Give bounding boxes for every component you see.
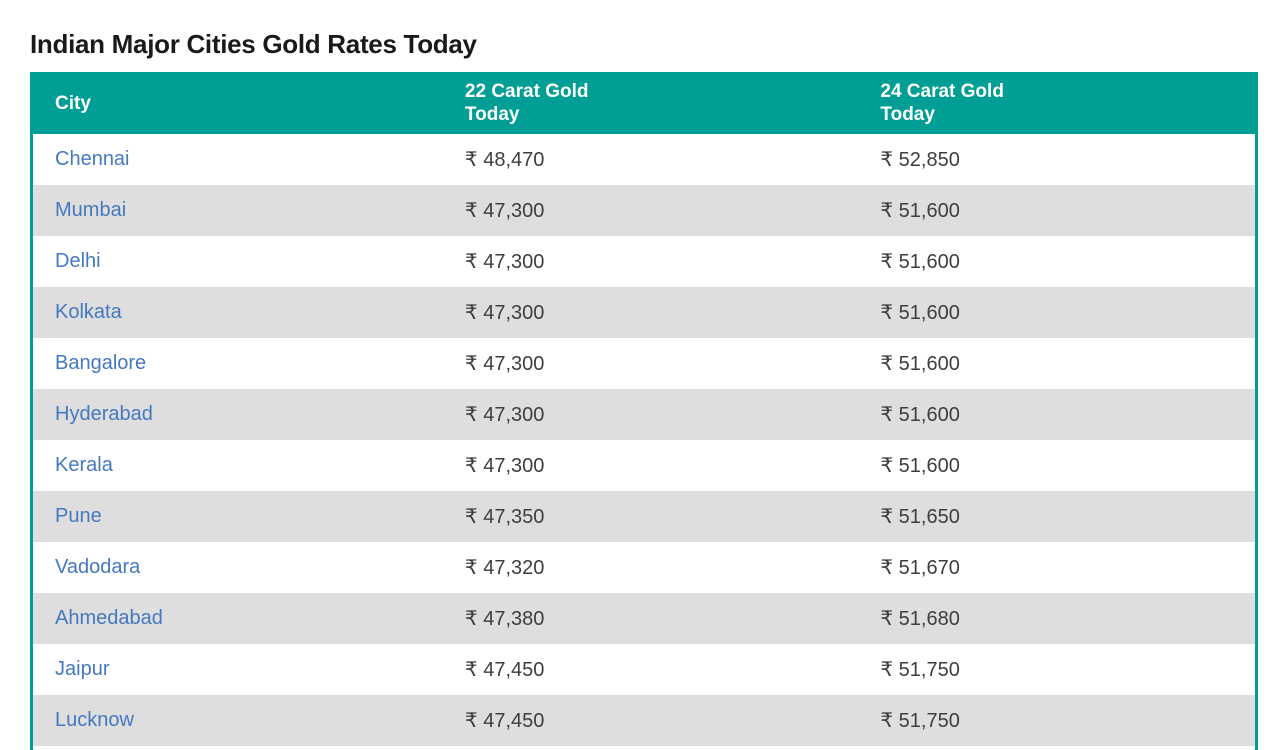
city-link[interactable]: Bangalore: [55, 352, 147, 374]
rate-24-carat: ₹ 51,600: [866, 389, 1255, 440]
city-link[interactable]: Vadodara: [55, 556, 141, 578]
table-row: Bangalore ₹ 47,300 ₹ 51,600: [33, 338, 1255, 389]
table-row: Pune ₹ 47,350 ₹ 51,650: [33, 491, 1255, 542]
city-cell: Vadodara: [33, 542, 451, 593]
table-row: Delhi ₹ 47,300 ₹ 51,600: [33, 236, 1255, 287]
rate-22-carat: ₹ 47,300: [450, 338, 867, 389]
table-row: Jaipur ₹ 47,450 ₹ 51,750: [33, 644, 1255, 695]
table-row: Kerala ₹ 47,300 ₹ 51,600: [33, 440, 1255, 491]
page-title: Indian Major Cities Gold Rates Today: [30, 29, 477, 59]
city-cell: Chennai: [33, 134, 451, 185]
city-link[interactable]: Chennai: [55, 148, 130, 170]
rate-22-carat: ₹ 47,300: [450, 185, 867, 236]
rate-24-carat: ₹ 51,600: [866, 338, 1255, 389]
city-cell: Delhi: [33, 236, 451, 287]
city-link[interactable]: Kerala: [55, 454, 113, 476]
rate-22-carat: ₹ 47,450: [450, 695, 867, 746]
rate-24-carat: ₹ 51,650: [866, 491, 1255, 542]
city-cell: Kolkata: [33, 287, 451, 338]
table-row: Vadodara ₹ 47,320 ₹ 51,670: [33, 542, 1255, 593]
column-header-city-label: City: [55, 92, 91, 114]
rate-24-carat: ₹ 51,600: [866, 440, 1255, 491]
table-row: Ahmedabad ₹ 47,380 ₹ 51,680: [33, 593, 1255, 644]
table-body: Chennai ₹ 48,470 ₹ 52,850 Mumbai ₹ 47,30…: [33, 134, 1255, 750]
city-cell: Jaipur: [33, 644, 451, 695]
rate-22-carat: ₹ 47,300: [450, 389, 867, 440]
table-row: Kolkata ₹ 47,300 ₹ 51,600: [33, 287, 1255, 338]
rate-22-carat: ₹ 47,320: [450, 542, 867, 593]
city-cell: Mumbai: [33, 185, 451, 236]
city-cell: Pune: [33, 491, 451, 542]
rate-24-carat: ₹ 51,750: [866, 644, 1255, 695]
city-link[interactable]: Ahmedabad: [55, 607, 163, 629]
city-cell: Lucknow: [33, 695, 451, 746]
rate-22-carat: ₹ 47,300: [450, 236, 867, 287]
rate-24-carat: ₹ 51,600: [866, 236, 1255, 287]
table-row: Hyderabad ₹ 47,300 ₹ 51,600: [33, 389, 1255, 440]
column-header-22-carat-line2: Today: [464, 104, 520, 125]
rate-22-carat: ₹ 47,300: [450, 440, 867, 491]
rate-24-carat: ₹ 51,600: [866, 287, 1255, 338]
column-header-24-carat-line1: 24 Carat Gold: [880, 81, 1004, 102]
table-row: Mumbai ₹ 47,300 ₹ 51,600: [33, 185, 1255, 236]
rate-24-carat: ₹ 52,850: [866, 134, 1255, 185]
rate-22-carat: ₹ 47,450: [450, 644, 867, 695]
city-link[interactable]: Mumbai: [55, 199, 127, 221]
column-header-24-carat: 24 Carat Gold Today: [866, 72, 1255, 134]
city-link[interactable]: Pune: [55, 505, 102, 527]
table-header-row: City 22 Carat Gold Today 24 Carat Gold T…: [33, 72, 1255, 134]
city-link[interactable]: Kolkata: [55, 301, 122, 323]
rate-22-carat: ₹ 47,300: [450, 287, 867, 338]
column-header-22-carat-line1: 22 Carat Gold: [464, 81, 589, 102]
column-header-24-carat-line2: Today: [880, 104, 935, 125]
city-cell: Bangalore: [33, 338, 451, 389]
table-row: Lucknow ₹ 47,450 ₹ 51,750: [33, 695, 1255, 746]
partial-row: [33, 746, 1255, 750]
rate-24-carat: ₹ 51,600: [866, 185, 1255, 236]
rate-24-carat: ₹ 51,670: [866, 542, 1255, 593]
gold-rates-table: City 22 Carat Gold Today 24 Carat Gold T…: [30, 72, 1258, 750]
city-link[interactable]: Lucknow: [55, 709, 134, 731]
column-header-city: City: [33, 72, 451, 134]
city-link[interactable]: Delhi: [55, 250, 101, 272]
rate-24-carat: ₹ 51,680: [866, 593, 1255, 644]
rate-22-carat: ₹ 47,350: [450, 491, 867, 542]
rate-22-carat: ₹ 48,470: [450, 134, 867, 185]
city-cell: Ahmedabad: [33, 593, 451, 644]
rate-22-carat: ₹ 47,380: [450, 593, 867, 644]
table-row: Chennai ₹ 48,470 ₹ 52,850: [33, 134, 1255, 185]
column-header-22-carat: 22 Carat Gold Today: [450, 72, 867, 134]
city-link[interactable]: Hyderabad: [55, 403, 153, 425]
city-cell: Hyderabad: [33, 389, 451, 440]
rate-24-carat: ₹ 51,750: [866, 695, 1255, 746]
city-cell: Kerala: [33, 440, 451, 491]
city-link[interactable]: Jaipur: [55, 658, 110, 680]
